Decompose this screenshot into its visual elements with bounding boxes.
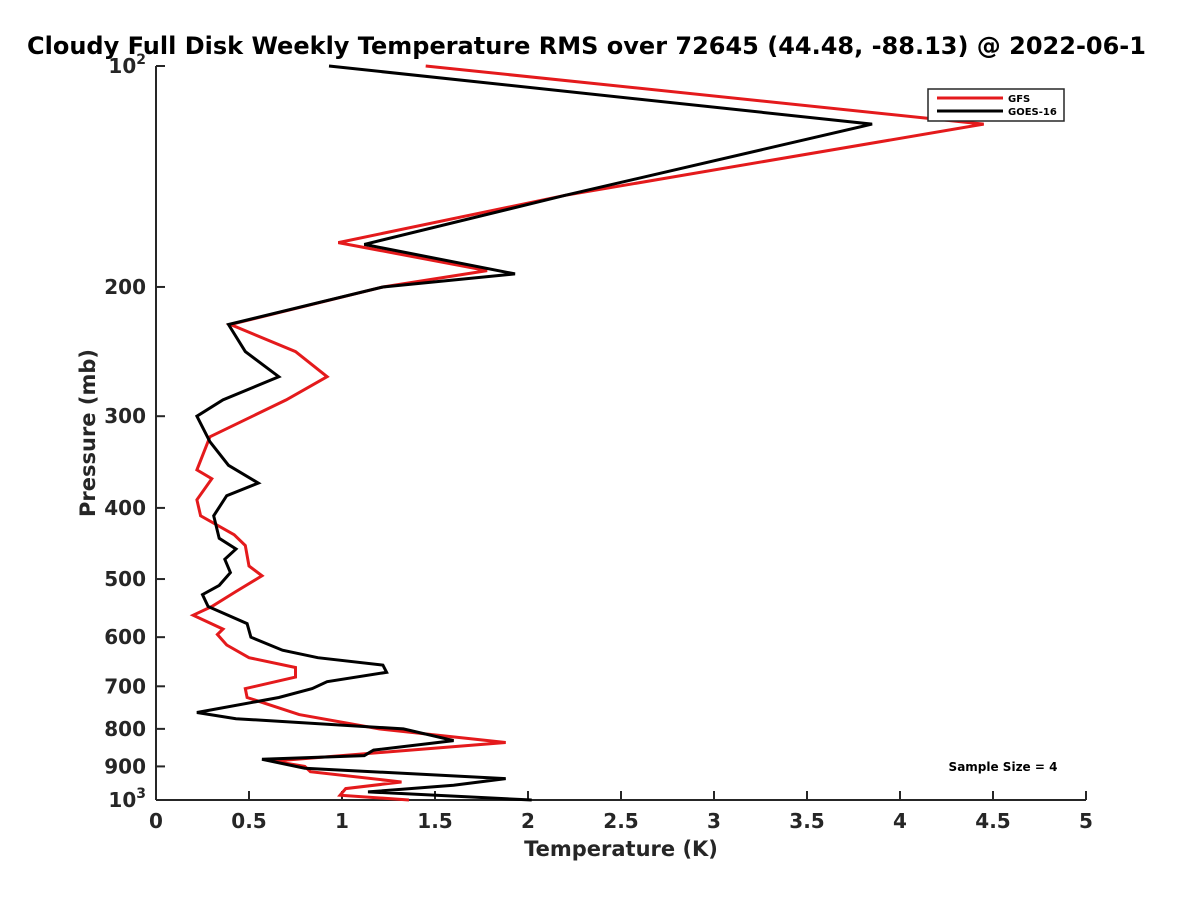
x-tick-label: 5 <box>1079 809 1093 833</box>
x-tick-label: 2.5 <box>603 809 638 833</box>
legend: GFS GOES-16 <box>927 88 1065 122</box>
x-tick-label: 3.5 <box>789 809 824 833</box>
x-tick-label: 0.5 <box>231 809 266 833</box>
y-tick-label: 600 <box>104 625 146 649</box>
y-tick-label: 300 <box>104 404 146 428</box>
x-tick-label: 4 <box>893 809 907 833</box>
x-tick-label: 4.5 <box>975 809 1010 833</box>
x-axis-label: Temperature (K) <box>524 837 718 861</box>
x-tick-label: 3 <box>707 809 721 833</box>
y-tick-label: 103 <box>108 786 146 812</box>
y-tick-base: 10 <box>108 54 136 78</box>
y-tick-exponent: 2 <box>136 52 146 68</box>
y-axis-label: Pressure (mb) <box>76 349 100 517</box>
y-tick-base: 10 <box>108 788 136 812</box>
y-tick-label: 800 <box>104 717 146 741</box>
x-tick-label: 2 <box>521 809 535 833</box>
y-tick-label: 500 <box>104 567 146 591</box>
chart-title: Cloudy Full Disk Weekly Temperature RMS … <box>27 32 1146 60</box>
x-tick-label: 1.5 <box>417 809 452 833</box>
y-tick-label: 102 <box>108 52 146 78</box>
y-tick-exponent: 3 <box>136 786 146 802</box>
legend-label: GFS <box>1008 94 1030 105</box>
legend-box <box>927 88 1065 122</box>
y-tick-label: 900 <box>104 754 146 778</box>
x-tick-label: 0 <box>149 809 163 833</box>
sample-size-annotation: Sample Size = 4 <box>949 760 1058 774</box>
y-tick-label: 700 <box>104 674 146 698</box>
series-line-goes-16 <box>194 64 873 802</box>
data-series <box>189 64 984 802</box>
y-tick-label: 200 <box>104 275 146 299</box>
y-tick-label: 400 <box>104 496 146 520</box>
x-axis-ticks: 0 0.5 1 1.5 2 2.5 3 3.5 4 4.5 5 <box>149 791 1093 833</box>
x-tick-label: 1 <box>335 809 349 833</box>
legend-label: GOES-16 <box>1008 107 1057 118</box>
